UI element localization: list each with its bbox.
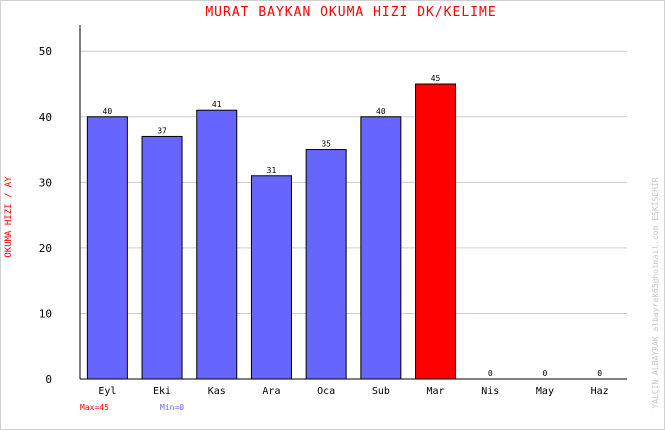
- bar-oca: [305, 149, 347, 380]
- max-label: Max=45: [80, 403, 109, 412]
- x-tick-label: Eyl: [98, 386, 116, 397]
- min-label: Min=0: [160, 403, 184, 412]
- x-tick-label: May: [536, 386, 554, 397]
- x-tick-labels: Eyl Eki Kas Ara Oca Sub Mar Nis May Haz: [98, 386, 608, 397]
- y-tick-label: 0: [45, 373, 52, 386]
- x-tick-label: Nis: [481, 386, 499, 397]
- x-tick-label: Haz: [591, 386, 609, 397]
- bar-eki: [141, 135, 183, 380]
- data-label: 0: [543, 369, 548, 378]
- bar-kas: [196, 109, 238, 380]
- x-tick-label: Sub: [372, 386, 390, 397]
- data-label: 45: [431, 74, 441, 83]
- x-tick-label: Ara: [262, 386, 280, 397]
- x-tick-label: Eki: [153, 386, 171, 397]
- data-label: 40: [376, 107, 386, 116]
- x-tick-label: Mar: [427, 386, 445, 397]
- data-labels: 40 37 41 31 35 40 45 0 0 0: [103, 74, 603, 378]
- x-tick-label: Kas: [208, 386, 226, 397]
- y-tick-label: 10: [39, 307, 52, 320]
- y-tick-label: 20: [39, 242, 52, 255]
- bar-eyl: [86, 116, 128, 380]
- data-label: 35: [321, 140, 331, 149]
- bar-ara: [250, 175, 292, 380]
- data-label: 31: [267, 166, 277, 175]
- data-label: 40: [103, 107, 113, 116]
- bar-mar: [415, 83, 457, 380]
- y-tick-label: 50: [39, 45, 52, 58]
- data-label: 41: [212, 100, 222, 109]
- bars: [86, 83, 457, 380]
- chart-title: MURAT BAYKAN OKUMA HIZI DK/KELIME: [205, 5, 496, 20]
- y-tick-label: 30: [39, 176, 52, 189]
- x-tick-label: Oca: [317, 386, 335, 397]
- y-axis-label: OKUMA HIZI / AY: [4, 176, 14, 258]
- data-label: 37: [157, 126, 167, 135]
- axes: [79, 25, 627, 380]
- data-label: 0: [488, 369, 493, 378]
- y-tick-labels: 0 10 20 30 40 50: [39, 45, 52, 386]
- y-tick-label: 40: [39, 111, 52, 124]
- bar-sub: [360, 116, 402, 380]
- data-label: 0: [597, 369, 602, 378]
- author-watermark: YALÇIN ALBAYRAK albayrak65@hotmail.com E…: [650, 177, 660, 408]
